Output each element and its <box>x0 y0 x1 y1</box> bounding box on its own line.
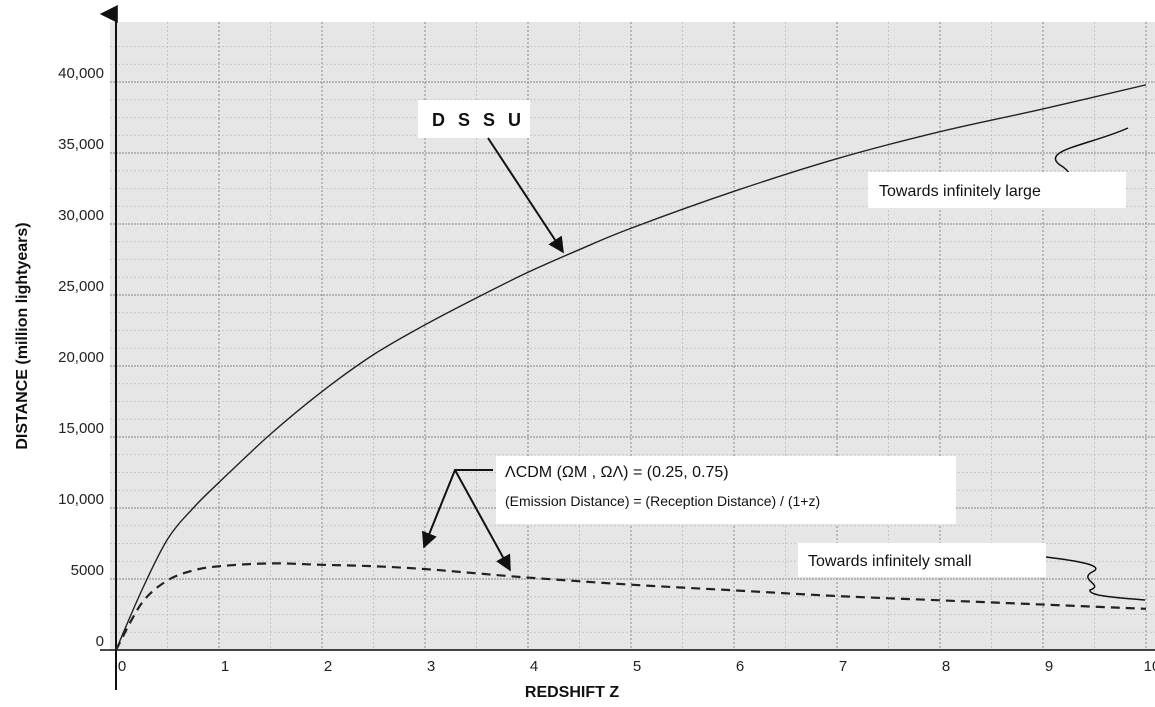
lcdm-label: ΛCDM (ΩM , ΩΛ) = (0.25, 0.75) <box>505 464 729 481</box>
x-tick-label: 1 <box>221 658 229 675</box>
series-line-dssu <box>115 84 1147 651</box>
x-tick-label: 10 <box>1144 658 1155 675</box>
x-tick-label: 6 <box>736 658 744 675</box>
y-tick-label: 10,000 <box>58 491 104 508</box>
lcdm-label-box <box>496 456 956 524</box>
x-tick-label: 2 <box>324 658 332 675</box>
y-tick-label: 15,000 <box>58 420 104 437</box>
y-tick-label: 25,000 <box>58 278 104 295</box>
large-label-box <box>868 172 1126 208</box>
x-tick-label: 0 <box>118 658 126 675</box>
y-tick-label: 20,000 <box>58 349 104 366</box>
small-label-box <box>798 543 1046 577</box>
y-tick-label: 0 <box>96 633 104 650</box>
y-tick-label: 30,000 <box>58 207 104 224</box>
x-tick-label: 4 <box>530 658 538 675</box>
x-tick-label: 8 <box>942 658 950 675</box>
y-axis-ticks: 0 5000 10,000 15,000 20,000 25,000 30,000 35,00… <box>58 65 104 650</box>
x-tick-label: 7 <box>839 658 847 675</box>
large-label: Towards infinitely large <box>879 183 1041 200</box>
small-squiggle <box>1045 556 1146 601</box>
x-tick-label: 9 <box>1045 658 1053 675</box>
x-axis-ticks: 0 1 2 3 4 5 6 7 8 9 10 <box>118 658 1155 675</box>
y-tick-label: 40,000 <box>58 65 104 82</box>
dssu-pointer <box>487 137 564 254</box>
y-tick-label: 35,000 <box>58 136 104 153</box>
small-label: Towards infinitely small <box>808 553 972 570</box>
series-group <box>115 84 1147 651</box>
dssu-label: D S S U <box>432 110 525 130</box>
x-tick-label: 5 <box>633 658 641 675</box>
x-tick-label: 3 <box>427 658 435 675</box>
x-axis-title: REDSHIFT Z <box>525 684 619 701</box>
y-tick-label: 5000 <box>71 562 104 579</box>
y-axis-title: DISTANCE (million lightyears) <box>14 222 31 449</box>
dssu-label-box <box>418 100 530 138</box>
emission-label: (Emission Distance) = (Reception Distanc… <box>505 493 820 509</box>
lcdm-pointer-right <box>454 469 511 572</box>
